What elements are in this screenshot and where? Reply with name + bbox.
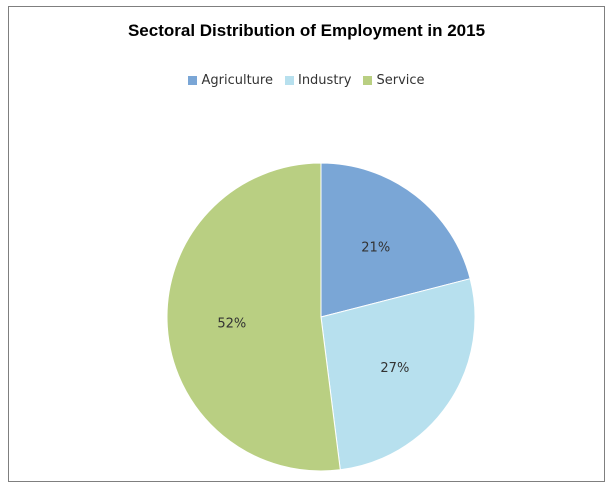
- slice-label-industry: 27%: [380, 361, 409, 376]
- pie-slice-agriculture: [320, 162, 471, 318]
- legend-item-service: Service: [363, 73, 425, 88]
- pie-slice-service: [166, 162, 341, 472]
- pie-slice-industry: [320, 278, 476, 471]
- legend-swatch-service: [363, 76, 373, 85]
- pie-labels: 21% 27% 52%: [217, 240, 409, 376]
- chart-title: Sectoral Distribution of Employment in 2…: [127, 21, 486, 40]
- legend-label-service: Service: [376, 73, 425, 88]
- chart-frame: Sectoral Distribution of Employment in 2…: [8, 6, 605, 482]
- legend-swatch-agriculture: [188, 76, 198, 85]
- slice-label-agriculture: 21%: [361, 240, 390, 255]
- pie-chart: 21% 27% 52%: [166, 162, 476, 472]
- legend-swatch-industry: [284, 76, 294, 85]
- legend: Agriculture Industry Service: [9, 73, 604, 88]
- legend-item-agriculture: Agriculture: [188, 73, 273, 88]
- legend-label-agriculture: Agriculture: [201, 73, 273, 88]
- legend-item-industry: Industry: [284, 73, 352, 88]
- legend-label-industry: Industry: [297, 73, 352, 88]
- slice-label-service: 52%: [217, 317, 246, 332]
- pie-slices: [166, 162, 476, 472]
